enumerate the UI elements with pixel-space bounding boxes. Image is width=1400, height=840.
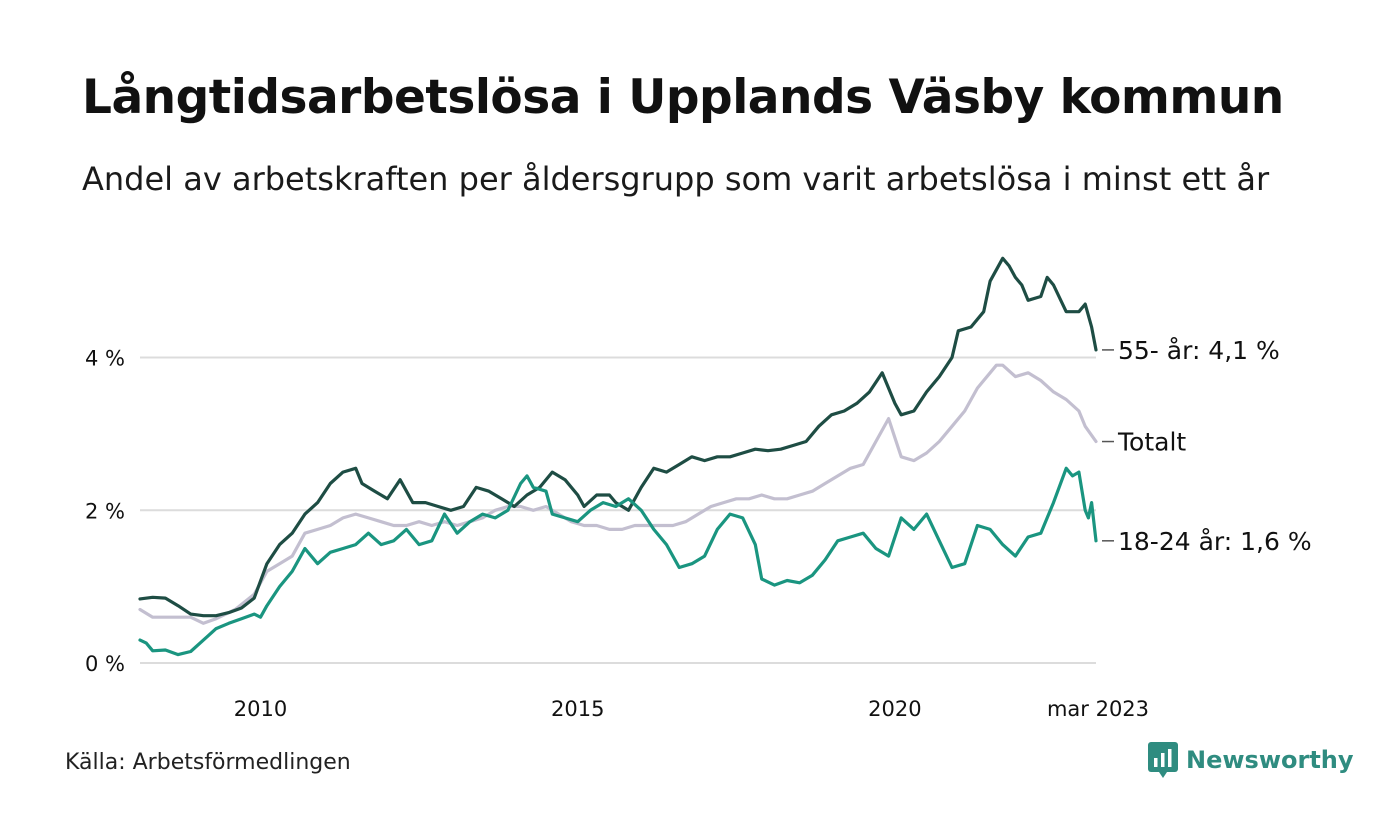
brand-name: Newsworthy xyxy=(1186,746,1354,774)
newsworthy-logo-icon xyxy=(1148,742,1178,778)
x-tick-label: 2015 xyxy=(551,697,604,721)
series-group xyxy=(138,256,1098,657)
series-line-18_24 xyxy=(138,466,1098,657)
end-label-55: 55- år: 4,1 % xyxy=(1118,336,1280,365)
x-tick-label: 2020 xyxy=(868,697,921,721)
x-tick-label: mar 2023 xyxy=(1047,697,1149,721)
y-axis-ticks: 0 % 2 % 4 % xyxy=(85,347,125,676)
y-tick-label: 0 % xyxy=(85,652,125,676)
brand-logo: Newsworthy xyxy=(1148,742,1354,778)
grid-lines xyxy=(140,356,1096,664)
chart-subtitle: Andel av arbetskraften per åldersgrupp s… xyxy=(82,160,1270,198)
end-labels: Totalt 55- år: 4,1 % 18-24 år: 1,6 % xyxy=(1102,336,1312,556)
source-note: Källa: Arbetsförmedlingen xyxy=(65,750,351,775)
x-axis-ticks: 2010 2015 2020 mar 2023 xyxy=(234,697,1149,721)
y-tick-label: 2 % xyxy=(85,499,125,523)
end-label-totalt: Totalt xyxy=(1117,428,1186,457)
chart-title: Långtidsarbetslösa i Upplands Väsby komm… xyxy=(82,70,1284,125)
x-tick-label: 2010 xyxy=(234,697,287,721)
series-line-55 xyxy=(138,256,1098,618)
series-line-totalt xyxy=(138,363,1098,625)
end-label-18_24: 18-24 år: 1,6 % xyxy=(1118,527,1312,556)
y-tick-label: 4 % xyxy=(85,347,125,371)
